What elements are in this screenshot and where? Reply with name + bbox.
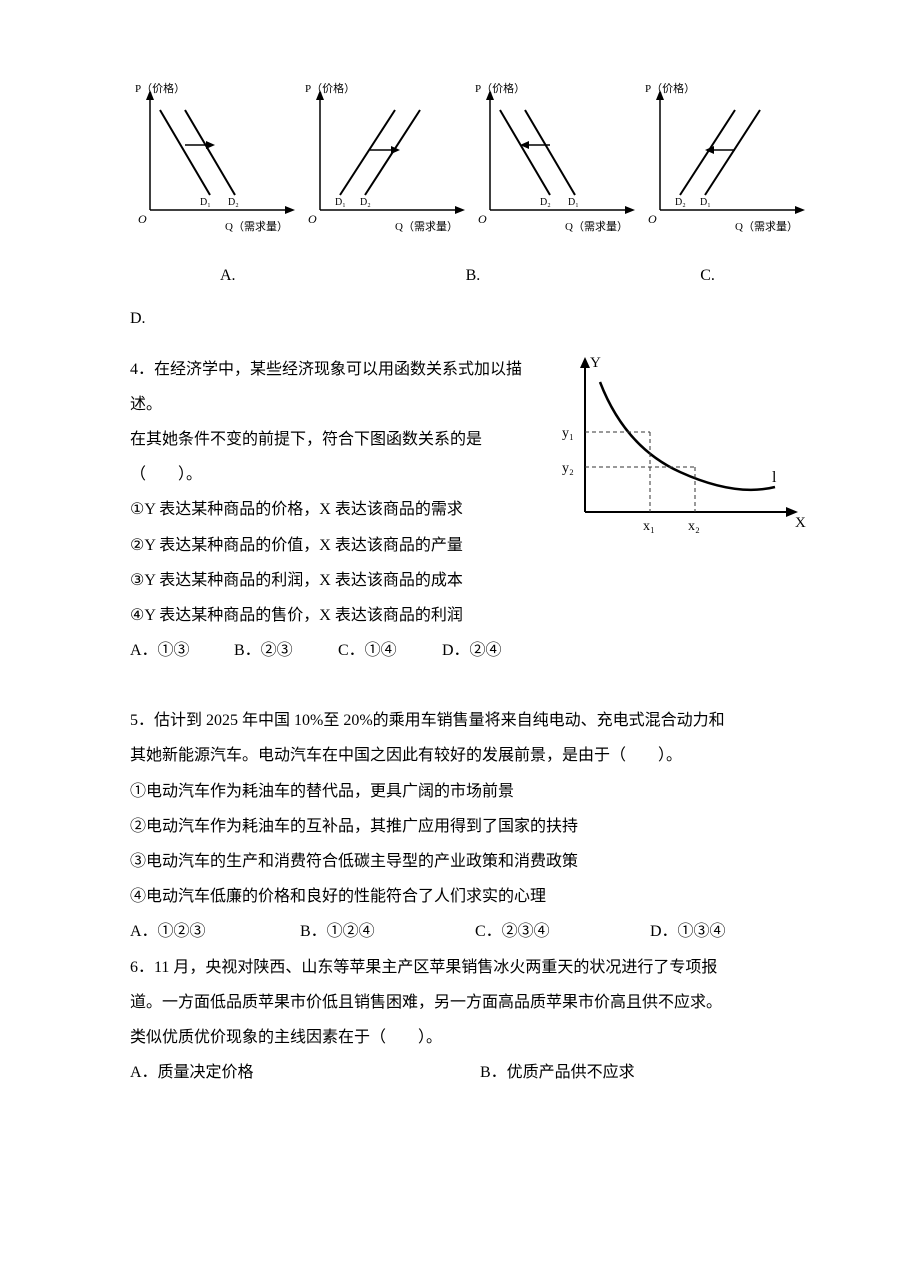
- q4-item-4: ④Y 表达某种商品的售价，X 表达该商品的利润: [130, 598, 550, 633]
- q5-option-c: C．②③④: [475, 914, 650, 949]
- q5-line-5: ③电动汽车的生产和消费符合低碳主导型的产业政策和消费政策: [130, 844, 790, 879]
- chart-b-svg: P（价格） O Q（需求量） D₁ D₂: [300, 80, 470, 235]
- option-b-label: B.: [466, 258, 481, 293]
- q4-item-3: ③Y 表达某种商品的利润，X 表达该商品的成本: [130, 563, 550, 598]
- q5-line-1: 5．估计到 2025 年中国 10%至 20%的乘用车销售量将来自纯电动、充电式…: [130, 703, 790, 738]
- chart-d-svg: P（价格） O Q（需求量） D₂ D₁: [640, 80, 810, 235]
- y-axis-label: P（价格）: [305, 81, 355, 95]
- chart-c-svg: P（价格） O Q（需求量） D₂ D₁: [470, 80, 640, 235]
- x-axis-label: Q（需求量）: [735, 220, 798, 233]
- q4-stem-2: 在其她条件不变的前提下，符合下图函数关系的是（ ）。: [130, 422, 550, 492]
- x-axis-label: Q（需求量）: [225, 220, 288, 233]
- q5-option-a: A．①②③: [130, 914, 300, 949]
- y-axis-label: P（价格）: [135, 81, 185, 95]
- q4-options: A．①③ B．②③ C．①④ D．②④: [130, 633, 550, 668]
- q6-line-3: 类似优质优价现象的主线因素在于（ ）。: [130, 1020, 790, 1055]
- origin-label: O: [138, 212, 147, 226]
- q6-option-a: A．质量决定价格: [130, 1055, 480, 1090]
- question-5: 5．估计到 2025 年中国 10%至 20%的乘用车销售量将来自纯电动、充电式…: [130, 703, 790, 949]
- top-charts-row: P（价格） O Q（需求量） D₁ D₂ P（价格） O Q（需求量）: [130, 80, 790, 248]
- arrow-tail: l: [772, 469, 777, 486]
- q4-chart: Y X l y₁ y₂ x₁ x₂: [550, 352, 810, 565]
- q4-option-b: B．②③: [234, 633, 334, 668]
- option-d-label: D.: [130, 301, 790, 336]
- chart-a-svg: P（价格） O Q（需求量） D₁ D₂: [130, 80, 300, 235]
- d1-label: D₁: [335, 197, 346, 208]
- q5-option-b: B．①②④: [300, 914, 475, 949]
- option-c-label: C.: [700, 258, 715, 293]
- d2-label: D₂: [540, 197, 551, 208]
- top-charts-letters: A. B. C.: [130, 258, 790, 293]
- x-axis-label: X: [795, 515, 806, 531]
- x-axis-label: Q（需求量）: [395, 220, 458, 233]
- d1-label: D₁: [700, 197, 711, 208]
- x-axis-label: Q（需求量）: [565, 220, 628, 233]
- d1-label: D₁: [568, 197, 579, 208]
- q5-options: A．①②③ B．①②④ C．②③④ D．①③④: [130, 914, 790, 949]
- question-4: 4．在经济学中，某些经济现象可以用函数关系式加以描述。 在其她条件不变的前提下，…: [130, 352, 790, 669]
- chart-d: P（价格） O Q（需求量） D₂ D₁: [640, 80, 810, 248]
- x1-label: x₁: [643, 519, 655, 534]
- y-axis-label: P（价格）: [645, 81, 695, 95]
- chart-c: P（价格） O Q（需求量） D₂ D₁: [470, 80, 640, 248]
- x2-label: x₂: [688, 519, 700, 534]
- chart-a: P（价格） O Q（需求量） D₁ D₂: [130, 80, 300, 248]
- d1-label: D₁: [200, 197, 211, 208]
- q5-option-d: D．①③④: [650, 914, 770, 949]
- q6-option-b: B．优质产品供不应求: [480, 1055, 635, 1090]
- q5-line-2: 其她新能源汽车。电动汽车在中国之因此有较好的发展前景，是由于（ ）。: [130, 738, 790, 773]
- q4-stem-1: 4．在经济学中，某些经济现象可以用函数关系式加以描述。: [130, 352, 550, 422]
- d2-label: D₂: [675, 197, 686, 208]
- q6-line-2: 道。一方面低品质苹果市价低且销售困难，另一方面高品质苹果市价高且供不应求。: [130, 985, 790, 1020]
- q5-line-6: ④电动汽车低廉的价格和良好的性能符合了人们求实的心理: [130, 879, 790, 914]
- y1-label: y₁: [562, 426, 574, 441]
- q4-option-d: D．②④: [442, 633, 542, 668]
- q4-item-1: ①Y 表达某种商品的价格，X 表达该商品的需求: [130, 492, 550, 527]
- q4-chart-svg: Y X l y₁ y₂ x₁ x₂: [550, 352, 810, 552]
- d2-label: D₂: [360, 197, 371, 208]
- q6-line-1: 6．11 月，央视对陕西、山东等苹果主产区苹果销售冰火两重天的状况进行了专项报: [130, 950, 790, 985]
- origin-label: O: [308, 212, 317, 226]
- d2-label: D₂: [228, 197, 239, 208]
- question-6: 6．11 月，央视对陕西、山东等苹果主产区苹果销售冰火两重天的状况进行了专项报 …: [130, 950, 790, 1091]
- q5-line-3: ①电动汽车作为耗油车的替代品，更具广阔的市场前景: [130, 774, 790, 809]
- origin-label: O: [648, 212, 657, 226]
- y2-label: y₂: [562, 461, 574, 476]
- y-axis-label: P（价格）: [475, 81, 525, 95]
- q4-item-2: ②Y 表达某种商品的价值，X 表达该商品的产量: [130, 528, 550, 563]
- q4-option-a: A．①③: [130, 633, 230, 668]
- origin-label: O: [478, 212, 487, 226]
- chart-b: P（价格） O Q（需求量） D₁ D₂: [300, 80, 470, 248]
- q4-option-c: C．①④: [338, 633, 438, 668]
- option-a-label: A.: [220, 258, 236, 293]
- q6-options: A．质量决定价格 B．优质产品供不应求: [130, 1055, 790, 1090]
- q5-line-4: ②电动汽车作为耗油车的互补品，其推广应用得到了国家的扶持: [130, 809, 790, 844]
- y-axis-label: Y: [590, 355, 601, 371]
